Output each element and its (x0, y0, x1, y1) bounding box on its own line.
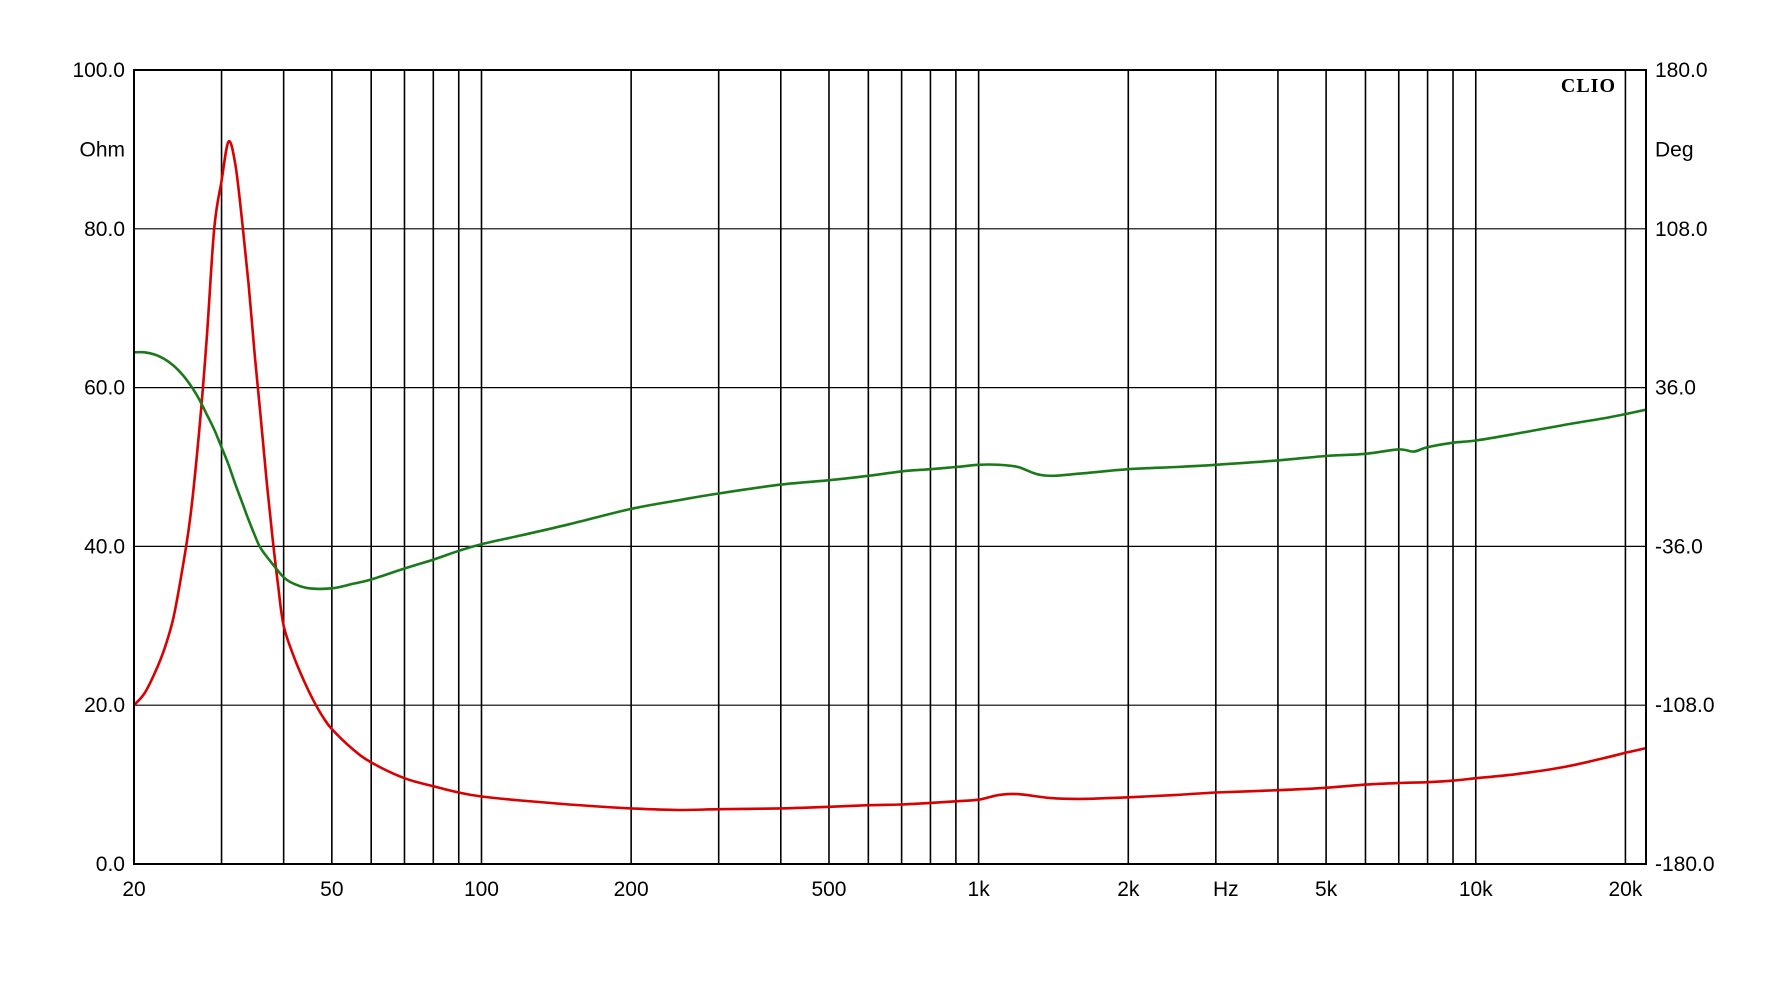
y-right-unit-label: Deg (1655, 138, 1694, 161)
curves (133, 139, 1647, 812)
x-tick-label: 50 (320, 878, 343, 901)
y-left-tick-label: 20.0 (84, 694, 125, 717)
y-right-tick-label: -36.0 (1655, 535, 1703, 558)
y-left-tick-label: 0.0 (96, 853, 125, 876)
x-tick-label: 500 (811, 878, 846, 901)
y-right-tick-label: 180.0 (1655, 59, 1708, 82)
x-tick-label: 20k (1608, 878, 1642, 901)
x-unit-label: Hz (1213, 878, 1239, 901)
x-tick-label: 10k (1459, 878, 1493, 901)
x-tick-label: 2k (1117, 878, 1140, 901)
x-tick-label: 100 (464, 878, 499, 901)
y-left-tick-label: 40.0 (84, 535, 125, 558)
y-right-tick-label: -180.0 (1655, 853, 1715, 876)
y-left-tick-label: 80.0 (84, 218, 125, 241)
y-right-tick-label: 108.0 (1655, 218, 1708, 241)
y-left-unit-label: Ohm (79, 138, 125, 161)
y-right-tick-label: -108.0 (1655, 694, 1715, 717)
plot-frame (133, 69, 1647, 865)
phase-curve (133, 350, 1647, 591)
x-tick-label: 200 (614, 878, 649, 901)
x-tick-label: 5k (1315, 878, 1338, 901)
y-left-tick-label: 100.0 (72, 59, 125, 82)
x-tick-label: 1k (968, 878, 991, 901)
axis-labels: 20 50 100 200 500 1k 2k 5k 10k 20k Hz 0.0 20.0 40.0 60… (72, 59, 1714, 901)
x-tick-label: 20 (122, 878, 145, 901)
impedance-curve (133, 139, 1647, 812)
clio-watermark: CLIO (1561, 75, 1616, 97)
grid-lines (133, 69, 1646, 865)
y-left-tick-label: 60.0 (84, 377, 125, 400)
y-right-tick-label: 36.0 (1655, 377, 1696, 400)
